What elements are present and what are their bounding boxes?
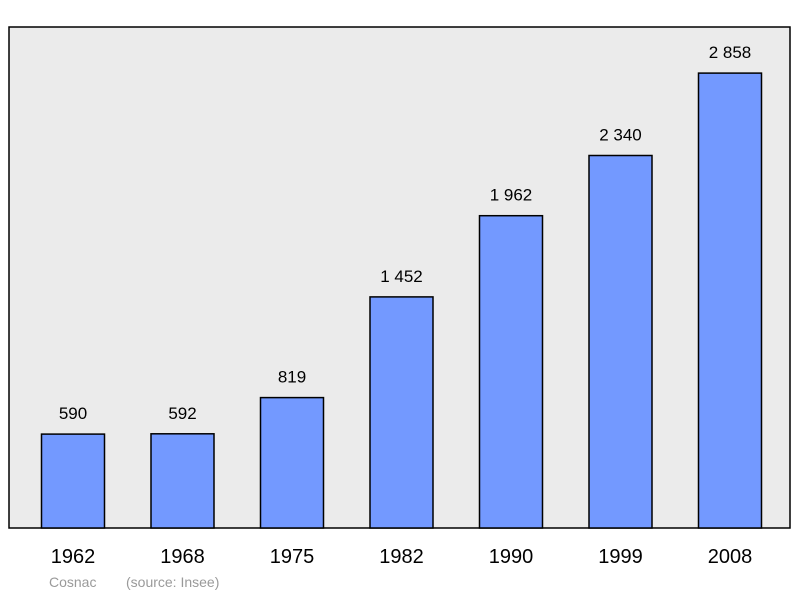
caption-place: Cosnac — [49, 574, 97, 590]
bar-1968 — [150, 433, 215, 529]
value-label-1962: 590 — [59, 404, 87, 423]
category-label-1962: 1962 — [51, 546, 96, 568]
category-label-1975: 1975 — [270, 546, 315, 568]
value-label-1975: 819 — [278, 368, 306, 387]
category-label-1990: 1990 — [489, 546, 534, 568]
bar-1999 — [588, 154, 653, 529]
bar-1982 — [369, 296, 434, 529]
category-labels-layer: 1962 1968 1975 1982 1990 1999 2008 — [51, 546, 753, 568]
caption-source: (source: Insee) — [126, 574, 220, 590]
value-label-2008: 2 858 — [709, 43, 752, 62]
category-label-1999: 1999 — [598, 546, 643, 568]
bar-2008 — [697, 72, 763, 529]
value-label-1982: 1 452 — [380, 267, 423, 286]
bar-1990 — [478, 214, 544, 529]
category-label-2008: 2008 — [708, 546, 753, 568]
bar-1962 — [40, 433, 106, 529]
value-label-1990: 1 962 — [490, 186, 533, 205]
bars-layer — [40, 72, 763, 529]
value-labels-layer: 590 592 819 1 452 1 962 2 340 2 858 — [59, 43, 751, 423]
category-label-1982: 1982 — [379, 546, 424, 568]
bar-1975 — [259, 396, 325, 529]
value-label-1999: 2 340 — [599, 126, 642, 145]
value-label-1968: 592 — [168, 404, 196, 423]
category-label-1968: 1968 — [160, 546, 205, 568]
